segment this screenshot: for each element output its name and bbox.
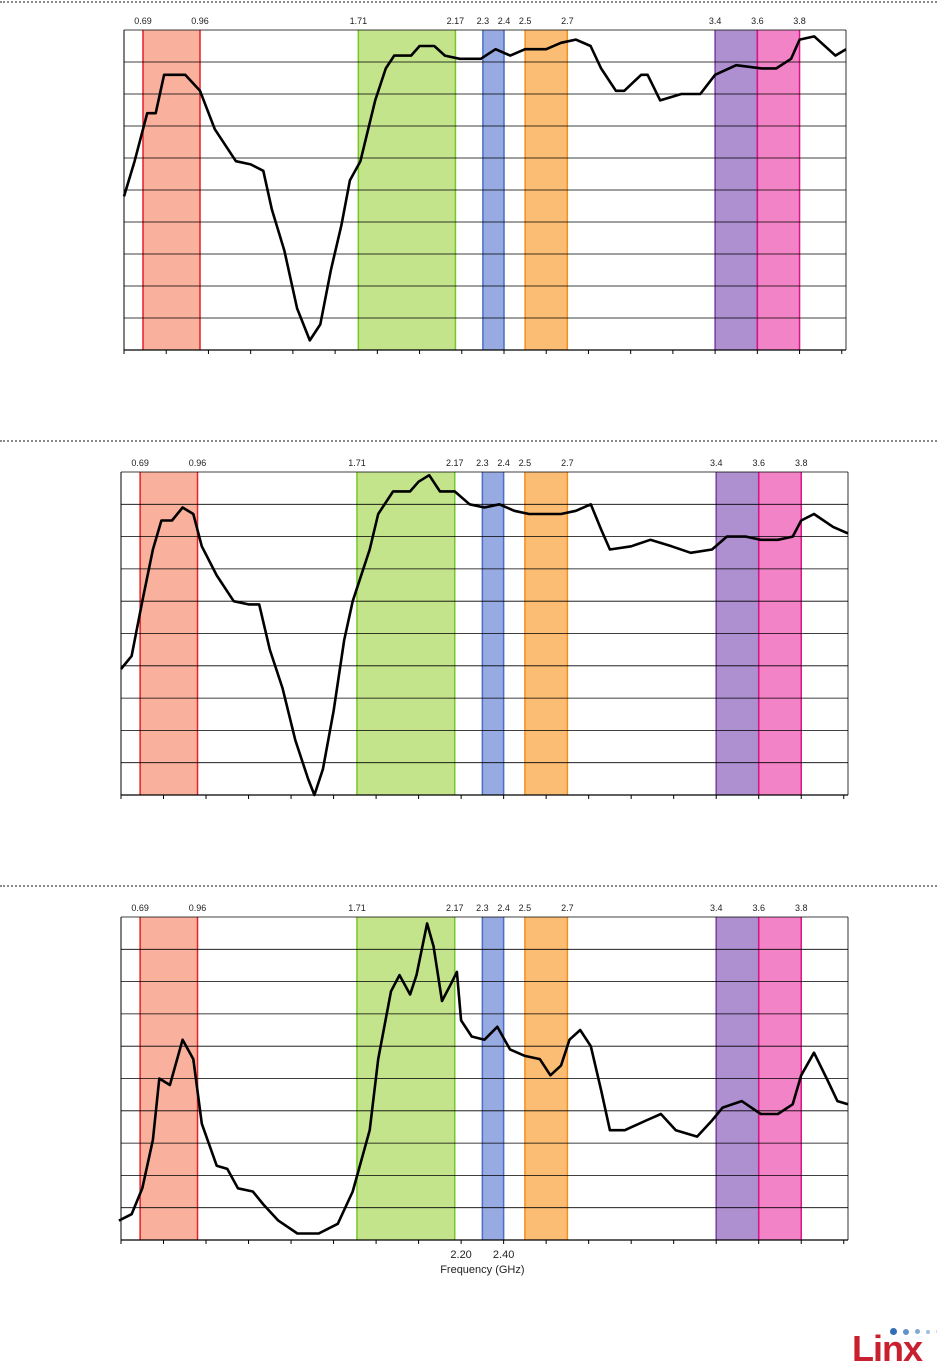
band-label: 2.5	[519, 903, 532, 913]
band-label: 1.71	[348, 903, 366, 913]
band-label: 2.5	[519, 458, 532, 468]
band-label: 2.4	[497, 903, 510, 913]
band-label: 1.71	[350, 16, 368, 26]
band-label: 2.3	[477, 16, 490, 26]
band-label: 2.4	[497, 458, 510, 468]
band-label: 3.6	[752, 903, 765, 913]
band-label: 3.4	[710, 458, 723, 468]
band-label: 0.69	[134, 16, 152, 26]
series-line	[122, 35, 847, 342]
band-label: 2.3	[476, 903, 489, 913]
chart-1: 0.69 0.96 1.71 2.17 2.3 2.4 2.5 2.7 3.4 3.6 3.8	[122, 16, 847, 354]
band-label: 3.6	[752, 458, 765, 468]
band-label: 3.8	[795, 903, 808, 913]
band-label: 2.3	[476, 458, 489, 468]
series-line	[119, 473, 849, 797]
band-label: 2.17	[447, 16, 465, 26]
band-label: 2.17	[446, 458, 464, 468]
x-tick-label: 2.40	[493, 1249, 514, 1261]
band-label: 2.7	[561, 458, 574, 468]
band-label: 0.96	[189, 458, 207, 468]
chart-2: 0.69 0.96 1.71 2.17 2.3 2.4 2.5 2.7 3.4 3.6 3.8	[119, 458, 849, 799]
band-label: 0.96	[191, 16, 209, 26]
band-label: 0.69	[131, 458, 149, 468]
logo-text: Linx	[852, 1328, 923, 1369]
band-label: 2.5	[519, 16, 532, 26]
band-label: 3.4	[709, 16, 722, 26]
band-label: 1.71	[348, 458, 366, 468]
band-label: 3.8	[793, 16, 806, 26]
section-divider	[0, 885, 937, 887]
series-line	[118, 922, 849, 1235]
linx-logo: Linx	[852, 1328, 937, 1369]
band-label: 2.7	[561, 16, 574, 26]
band-label: 2.17	[446, 903, 464, 913]
band-label: 3.4	[710, 903, 723, 913]
chart-3: 0.69 0.96 1.71 2.17 2.3 2.4 2.5 2.7 3.4 3.6 3.8 2.2…	[118, 903, 849, 1276]
x-axis-label: Frequency (GHz)	[440, 1264, 524, 1276]
band-label: 0.96	[189, 903, 207, 913]
section-divider	[0, 1, 937, 3]
band-label: 2.7	[561, 903, 574, 913]
x-tick-label: 2.20	[450, 1249, 471, 1261]
section-divider	[0, 440, 937, 442]
band-label: 2.4	[498, 16, 511, 26]
band-label: 0.69	[131, 903, 149, 913]
band-label: 3.8	[795, 458, 808, 468]
band-label: 3.6	[751, 16, 764, 26]
